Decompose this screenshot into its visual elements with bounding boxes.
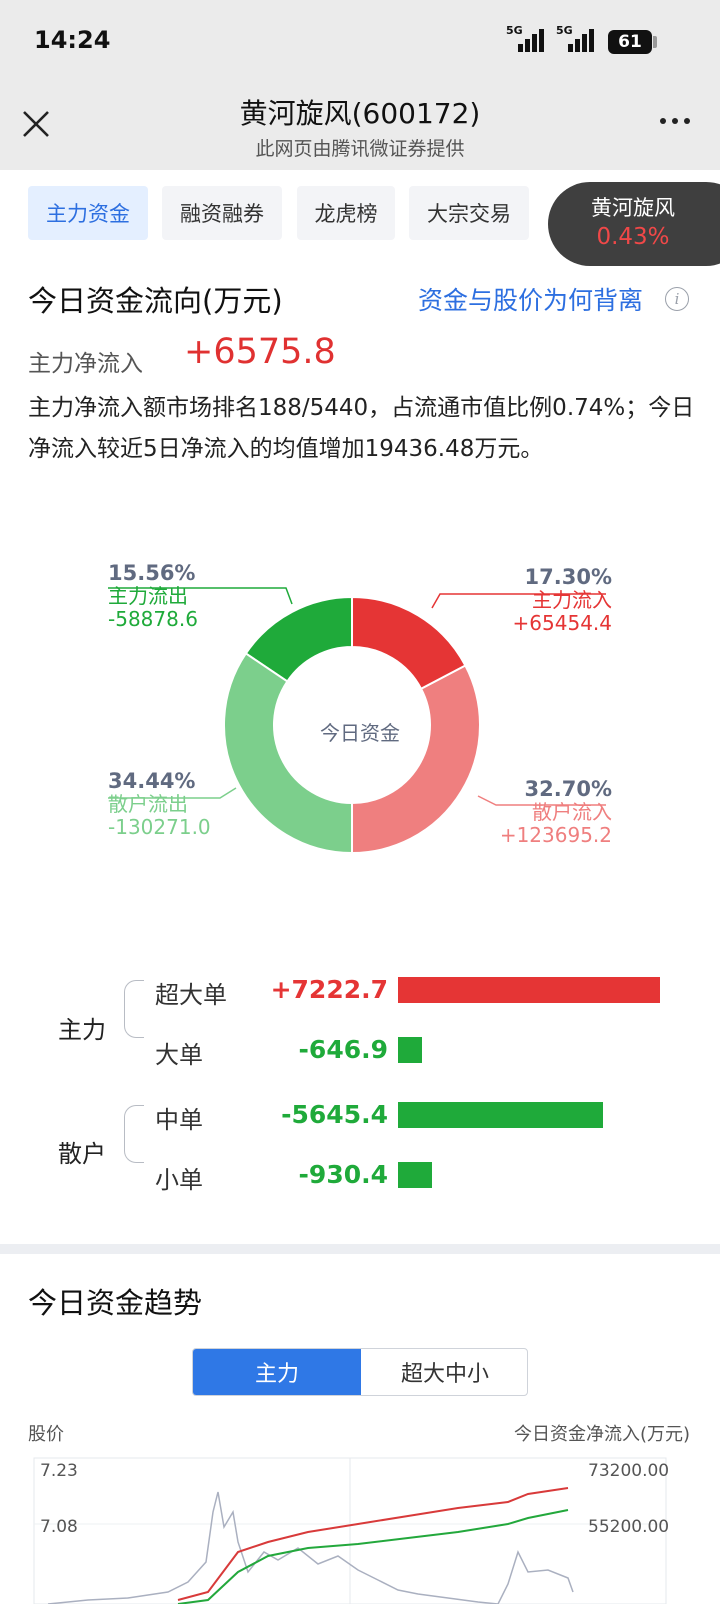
group-brace — [124, 1105, 144, 1163]
row-bar-medium — [398, 1102, 603, 1128]
network-label: 5G — [556, 24, 573, 37]
stock-change: 0.43% — [596, 224, 670, 250]
group-main: 主力 — [58, 1016, 106, 1044]
donut-center-label: 今日资金 — [320, 721, 400, 745]
flow-summary: 主力净流入额市场排名188/5440，占流通市值比例0.74%；今日净流入较近5… — [28, 395, 695, 462]
title-bar: 黄河旋风(600172) 此网页由腾讯微证券提供 — [0, 84, 720, 170]
donut-pct: 17.30% — [524, 565, 612, 589]
trend-title: 今日资金趋势 — [28, 1286, 203, 1320]
row-value-small: -930.4 — [298, 1160, 388, 1189]
donut-chart: 今日资金 17.30% 主力流入 +65454.4 32.70% 散户流入 +1… — [0, 560, 720, 900]
stock-badge[interactable]: 黄河旋风 0.43% — [548, 182, 720, 266]
group-retail: 散户 — [58, 1140, 106, 1168]
donut-value: -130271.0 — [108, 815, 211, 839]
donut-slice-retail-in — [351, 664, 481, 855]
flow-title: 今日资金流向(万元) — [28, 284, 283, 318]
tab-dragon-tiger[interactable]: 龙虎榜 — [297, 186, 395, 240]
donut-pct: 32.70% — [524, 777, 612, 801]
signal-icon: 5G — [504, 24, 544, 54]
donut-label-main-in: 17.30% 主力流入 +65454.4 — [513, 566, 612, 635]
battery-icon: 61 — [608, 30, 657, 54]
row-value-large: -646.9 — [298, 1035, 388, 1064]
retail-net-line — [177, 1509, 569, 1604]
main-net-line — [177, 1487, 569, 1601]
toggle-main[interactable]: 主力 — [193, 1349, 361, 1395]
status-time: 14:24 — [34, 26, 111, 54]
donut-slice-main-in — [351, 595, 467, 691]
signal-icon: 5G — [554, 24, 594, 54]
row-value-medium: -5645.4 — [281, 1100, 388, 1129]
close-button[interactable] — [18, 106, 54, 142]
donut-label-main-out: 15.56% 主力流出 -58878.6 — [108, 562, 198, 631]
row-label-small: 小单 — [155, 1166, 203, 1194]
row-label-super-large: 超大单 — [155, 981, 227, 1009]
donut-value: +65454.4 — [512, 611, 612, 635]
donut-value: +123695.2 — [499, 823, 612, 847]
donut-label-retail-in: 32.70% 散户流入 +123695.2 — [500, 778, 612, 847]
right-axis-label: 今日资金净流入(万元) — [513, 1424, 690, 1445]
status-bar: 14:24 5G 5G 61 — [0, 0, 720, 84]
trend-chart: 7.23 7.08 73200.00 55200.00 — [28, 1452, 694, 1604]
left-axis-label: 股价 — [28, 1424, 64, 1445]
donut-pct: 34.44% — [108, 769, 196, 793]
donut-value: -58878.6 — [108, 607, 198, 631]
row-label-medium: 中单 — [155, 1106, 203, 1134]
right-tick: 55200.00 — [588, 1517, 669, 1537]
net-inflow-label: 主力净流入 — [28, 351, 143, 377]
more-button[interactable] — [660, 118, 690, 124]
close-icon — [23, 111, 49, 137]
stock-name: 黄河旋风 — [591, 196, 675, 220]
row-bar-large — [398, 1037, 422, 1063]
donut-label: 主力流入 — [532, 588, 612, 612]
page-subtitle: 此网页由腾讯微证券提供 — [255, 138, 465, 160]
net-inflow-value: +6575.8 — [184, 332, 336, 372]
donut-leader-line — [431, 593, 606, 609]
left-tick: 7.23 — [40, 1461, 78, 1481]
group-brace — [124, 980, 144, 1038]
donut-leader-line — [108, 587, 293, 605]
toggle-super-large-medium-small[interactable]: 超大中小 — [400, 1362, 489, 1387]
left-tick: 7.08 — [40, 1517, 78, 1537]
row-value-super-large: +7222.7 — [270, 975, 388, 1004]
row-bar-super-large — [398, 977, 660, 1003]
donut-pct: 15.56% — [108, 561, 196, 585]
row-label-large: 大单 — [155, 1041, 203, 1069]
network-label: 5G — [506, 24, 523, 37]
row-bar-small — [398, 1162, 432, 1188]
price-line — [47, 1491, 574, 1604]
status-icons: 5G 5G 61 — [504, 24, 657, 54]
donut-label: 散户流入 — [532, 800, 612, 824]
donut-leader-line — [477, 795, 606, 806]
trend-toggle: 主力 超大中小 — [192, 1348, 528, 1396]
order-breakdown: 主力 超大单 +7222.7 大单 -646.9 散户 中单 -5645.4 小… — [0, 960, 720, 1200]
more-icon — [660, 118, 666, 124]
page-title: 黄河旋风(600172) — [239, 97, 481, 130]
tab-margin[interactable]: 融资融券 — [162, 186, 282, 240]
divergence-link[interactable]: 资金与股价为何背离 — [418, 286, 644, 315]
tab-block-trade[interactable]: 大宗交易 — [409, 186, 529, 240]
donut-label: 散户流出 — [108, 792, 188, 816]
info-icon[interactable]: i — [665, 287, 689, 311]
donut-label-retail-out: 34.44% 散户流出 -130271.0 — [108, 770, 211, 839]
right-tick: 73200.00 — [588, 1461, 669, 1481]
tab-main-funds[interactable]: 主力资金 — [28, 186, 148, 240]
section-divider — [0, 1244, 720, 1254]
donut-leader-line — [108, 787, 237, 799]
donut-label: 主力流出 — [108, 584, 188, 608]
donut-slice-retail-out — [223, 652, 353, 855]
